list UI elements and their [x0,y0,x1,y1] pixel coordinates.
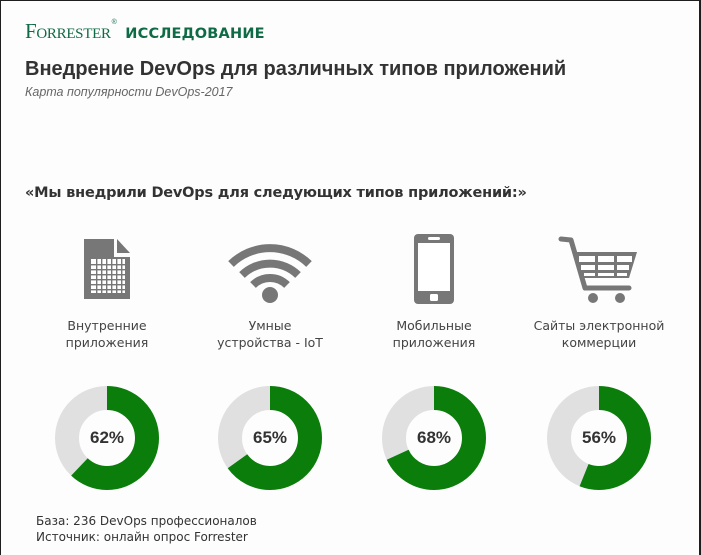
page-subtitle: Карта популярности DevOps-2017 [25,85,233,99]
category-label: Мобильные приложения [392,318,476,350]
page-title: Внедрение DevOps для различных типов при… [25,58,567,80]
brand-logo: Forrester® ИССЛЕДОВАНИЕ [25,19,265,44]
donut-chart: 62% [54,385,160,491]
footnote-source: Источник: онлайн опрос Forrester [36,530,248,544]
donut-value: 56% [581,428,617,447]
category-label: Внутренние приложения [65,318,149,350]
footnote-base: База: 236 DevOps профессионалов [36,514,257,528]
category-label: Умные устройства - IoT [217,318,323,350]
footnote: База: 236 DevOps профессионалов Источник… [36,513,257,545]
spreadsheet-document-icon [27,229,187,309]
donut-value: 68% [416,428,452,447]
category-internal-apps: Внутренние приложения 62% [27,229,187,491]
donut-chart: 56% [546,385,652,491]
survey-question: «Мы внедрили DevOps для следующих типов … [25,185,527,201]
brand-tag: ИССЛЕДОВАНИЕ [125,26,265,42]
donut-chart: 68% [381,385,487,491]
category-iot: Умные устройства - IoT 65% [190,229,350,491]
smartphone-icon [354,229,514,309]
category-label: Сайты электронной коммерции [533,318,665,350]
donut-value: 65% [252,428,288,447]
donut-chart: 65% [217,385,323,491]
category-mobile-apps: Мобильные приложения 68% [354,229,514,491]
shopping-cart-icon [519,229,679,309]
registered-mark: ® [111,19,117,26]
donut-value: 62% [89,428,125,447]
wifi-icon [190,229,350,309]
category-ecommerce: Сайты электронной коммерции 56% [519,229,679,491]
brand-name: Forrester [25,19,111,43]
